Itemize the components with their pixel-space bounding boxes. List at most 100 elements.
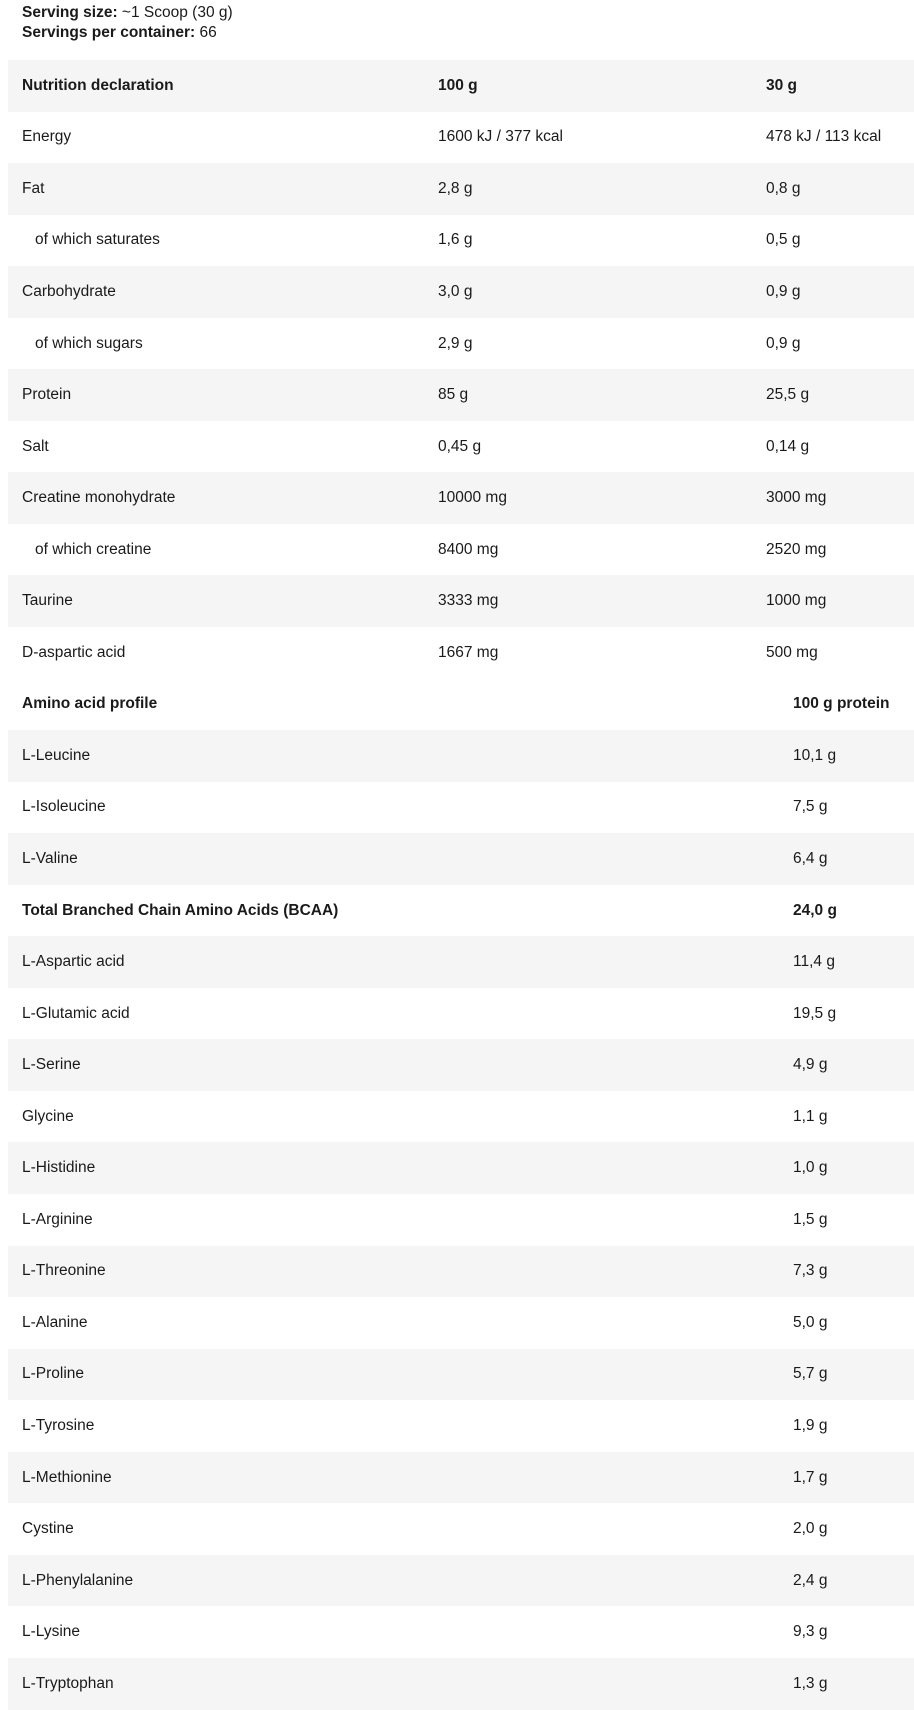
value-per-100g: 2,8 g	[438, 179, 473, 197]
amino-acid-name: L-Alanine	[22, 1313, 88, 1331]
value-per-100g: 10000 mg	[438, 489, 507, 507]
nutrient-name: Salt	[22, 437, 49, 455]
value-per-serving: 3000 mg	[766, 489, 827, 507]
amino-acid-name: L-Methionine	[22, 1468, 112, 1486]
amino-acid-name: L-Arginine	[22, 1210, 93, 1228]
amino-acid-value: 1,3 g	[793, 1674, 828, 1692]
nutrient-name: Taurine	[22, 592, 73, 610]
nutrient-name: Carbohydrate	[22, 282, 116, 300]
amino-acid-name: L-Aspartic acid	[22, 953, 125, 971]
column-header: Nutrition declaration	[22, 76, 174, 94]
table-row: Glycine 1,1 g	[8, 1091, 914, 1143]
table-row: Salt 0,45 g 0,14 g	[8, 421, 914, 473]
amino-acid-value: 1,1 g	[793, 1107, 828, 1125]
table-row: L-Glutamic acid 19,5 g	[8, 988, 914, 1040]
table-row: L-Serine 4,9 g	[8, 1039, 914, 1091]
value-per-serving: 2520 mg	[766, 540, 827, 558]
table-row: L-Threonine 7,3 g	[8, 1245, 914, 1298]
table-row: Protein 85 g 25,5 g	[8, 369, 914, 421]
value-per-100g: 1,6 g	[438, 231, 473, 249]
amino-acid-value: 2,4 g	[793, 1571, 828, 1589]
table-row: L-Phenylalanine 2,4 g	[8, 1554, 914, 1607]
value-per-serving: 0,8 g	[766, 179, 801, 197]
amino-acid-name: L-Serine	[22, 1056, 81, 1074]
amino-acid-name: L-Glutamic acid	[22, 1004, 130, 1022]
table-row: L-Arginine 1,5 g	[8, 1194, 914, 1246]
value-per-serving: 0,14 g	[766, 437, 810, 455]
bcaa-total-row: Total Branched Chain Amino Acids (BCAA) 2…	[8, 885, 914, 937]
table-row: L-Methionine 1,7 g	[8, 1451, 914, 1504]
table-row: Carbohydrate 3,0 g 0,9 g	[8, 266, 914, 318]
amino-acid-name: Total Branched Chain Amino Acids (BCAA)	[22, 901, 339, 919]
table-row: D-aspartic acid 1667 mg 500 mg	[8, 627, 914, 679]
amino-acid-value: 10,1 g	[793, 746, 837, 764]
value-per-serving: 25,5 g	[766, 386, 810, 404]
value-per-100g: 3333 mg	[438, 592, 499, 610]
amino-acid-value: 1,9 g	[793, 1416, 828, 1434]
table-row: of which sugars 2,9 g 0,9 g	[8, 318, 914, 370]
value-per-100g: 2,9 g	[438, 334, 473, 352]
value-per-serving: 0,9 g	[766, 334, 801, 352]
table-row: L-Leucine 10,1 g	[8, 730, 914, 782]
amino-acid-name: L-Leucine	[22, 746, 91, 764]
value-per-serving: 0,9 g	[766, 282, 801, 300]
nutrition-header-row: Nutrition declaration 100 g 30 g	[8, 60, 914, 112]
amino-acid-value: 1,7 g	[793, 1468, 828, 1486]
amino-acid-value: 2,0 g	[793, 1520, 828, 1538]
amino-acid-value: 5,7 g	[793, 1365, 828, 1383]
table-row: L-Alanine 5,0 g	[8, 1297, 914, 1349]
amino-acid-value: 7,5 g	[793, 798, 828, 816]
amino-acid-value: 9,3 g	[793, 1623, 828, 1641]
serving-size: Serving size: ~1 Scoop (30 g)	[22, 4, 233, 21]
table-row: Energy 1600 kJ / 377 kcal 478 kJ / 113 kca…	[8, 112, 914, 164]
value-per-100g: 85 g	[438, 386, 469, 404]
amino-acid-value: 24,0 g	[793, 901, 837, 919]
table-row: L-Proline 5,7 g	[8, 1348, 914, 1401]
table-row: Taurine 3333 mg 1000 mg	[8, 575, 914, 628]
nutrient-name: D-aspartic acid	[22, 643, 126, 661]
nutrition-table: Nutrition declaration 100 g 30 g Energy 1600…	[8, 60, 914, 1710]
table-row: L-Aspartic acid 11,4 g	[8, 936, 914, 988]
table-row: L-Histidine 1,0 g	[8, 1142, 914, 1195]
value-per-100g: 0,45 g	[438, 437, 482, 455]
nutrient-name: of which sugars	[35, 334, 143, 352]
amino-acid-value: 6,4 g	[793, 849, 828, 867]
table-row: Cystine 2,0 g	[8, 1503, 914, 1555]
table-row: L-Tryptophan 1,3 g	[8, 1657, 914, 1710]
amino-acid-name: L-Proline	[22, 1365, 85, 1383]
table-row: of which creatine 8400 mg 2520 mg	[8, 524, 914, 576]
amino-acid-value: 1,0 g	[793, 1159, 828, 1177]
value-per-100g: 3,0 g	[438, 282, 473, 300]
amino-acid-name: L-Phenylalanine	[22, 1571, 134, 1589]
amino-acid-name: L-Histidine	[22, 1159, 96, 1177]
table-row: L-Valine 6,4 g	[8, 833, 914, 885]
nutrient-name: of which saturates	[35, 231, 160, 249]
value-per-100g: 1600 kJ / 377 kcal	[438, 128, 563, 146]
column-header: 100 g	[438, 76, 478, 94]
amino-acid-name: L-Tryptophan	[22, 1674, 114, 1692]
nutrient-name: Protein	[22, 386, 72, 404]
nutrient-name: Fat	[22, 179, 45, 197]
table-row: L-Isoleucine 7,5 g	[8, 782, 914, 834]
column-header: 30 g	[766, 76, 798, 94]
amino-acid-name: L-Lysine	[22, 1623, 81, 1641]
value-per-serving: 478 kJ / 113 kcal	[766, 128, 882, 146]
amino-acid-value: 1,5 g	[793, 1210, 828, 1228]
amino-acid-value: 5,0 g	[793, 1313, 828, 1331]
amino-acid-name: Glycine	[22, 1107, 74, 1125]
value-per-serving: 0,5 g	[766, 231, 801, 249]
amino-acid-name: Cystine	[22, 1520, 74, 1538]
value-per-serving: 1000 mg	[766, 592, 827, 610]
column-header: Amino acid profile	[22, 695, 158, 713]
nutrient-name: Creatine monohydrate	[22, 489, 176, 507]
table-row: Fat 2,8 g 0,8 g	[8, 163, 914, 215]
nutrient-name: Energy	[22, 128, 72, 146]
servings-per-container: Servings per container: 66	[22, 24, 217, 41]
amino-acid-name: L-Isoleucine	[22, 798, 106, 816]
table-row: Creatine monohydrate 10000 mg 3000 mg	[8, 472, 914, 524]
amino-acid-name: L-Threonine	[22, 1262, 106, 1280]
amino-acid-value: 4,9 g	[793, 1056, 828, 1074]
amino-acid-name: L-Valine	[22, 849, 78, 867]
amino-acid-value: 7,3 g	[793, 1262, 828, 1280]
value-per-100g: 1667 mg	[438, 643, 499, 661]
